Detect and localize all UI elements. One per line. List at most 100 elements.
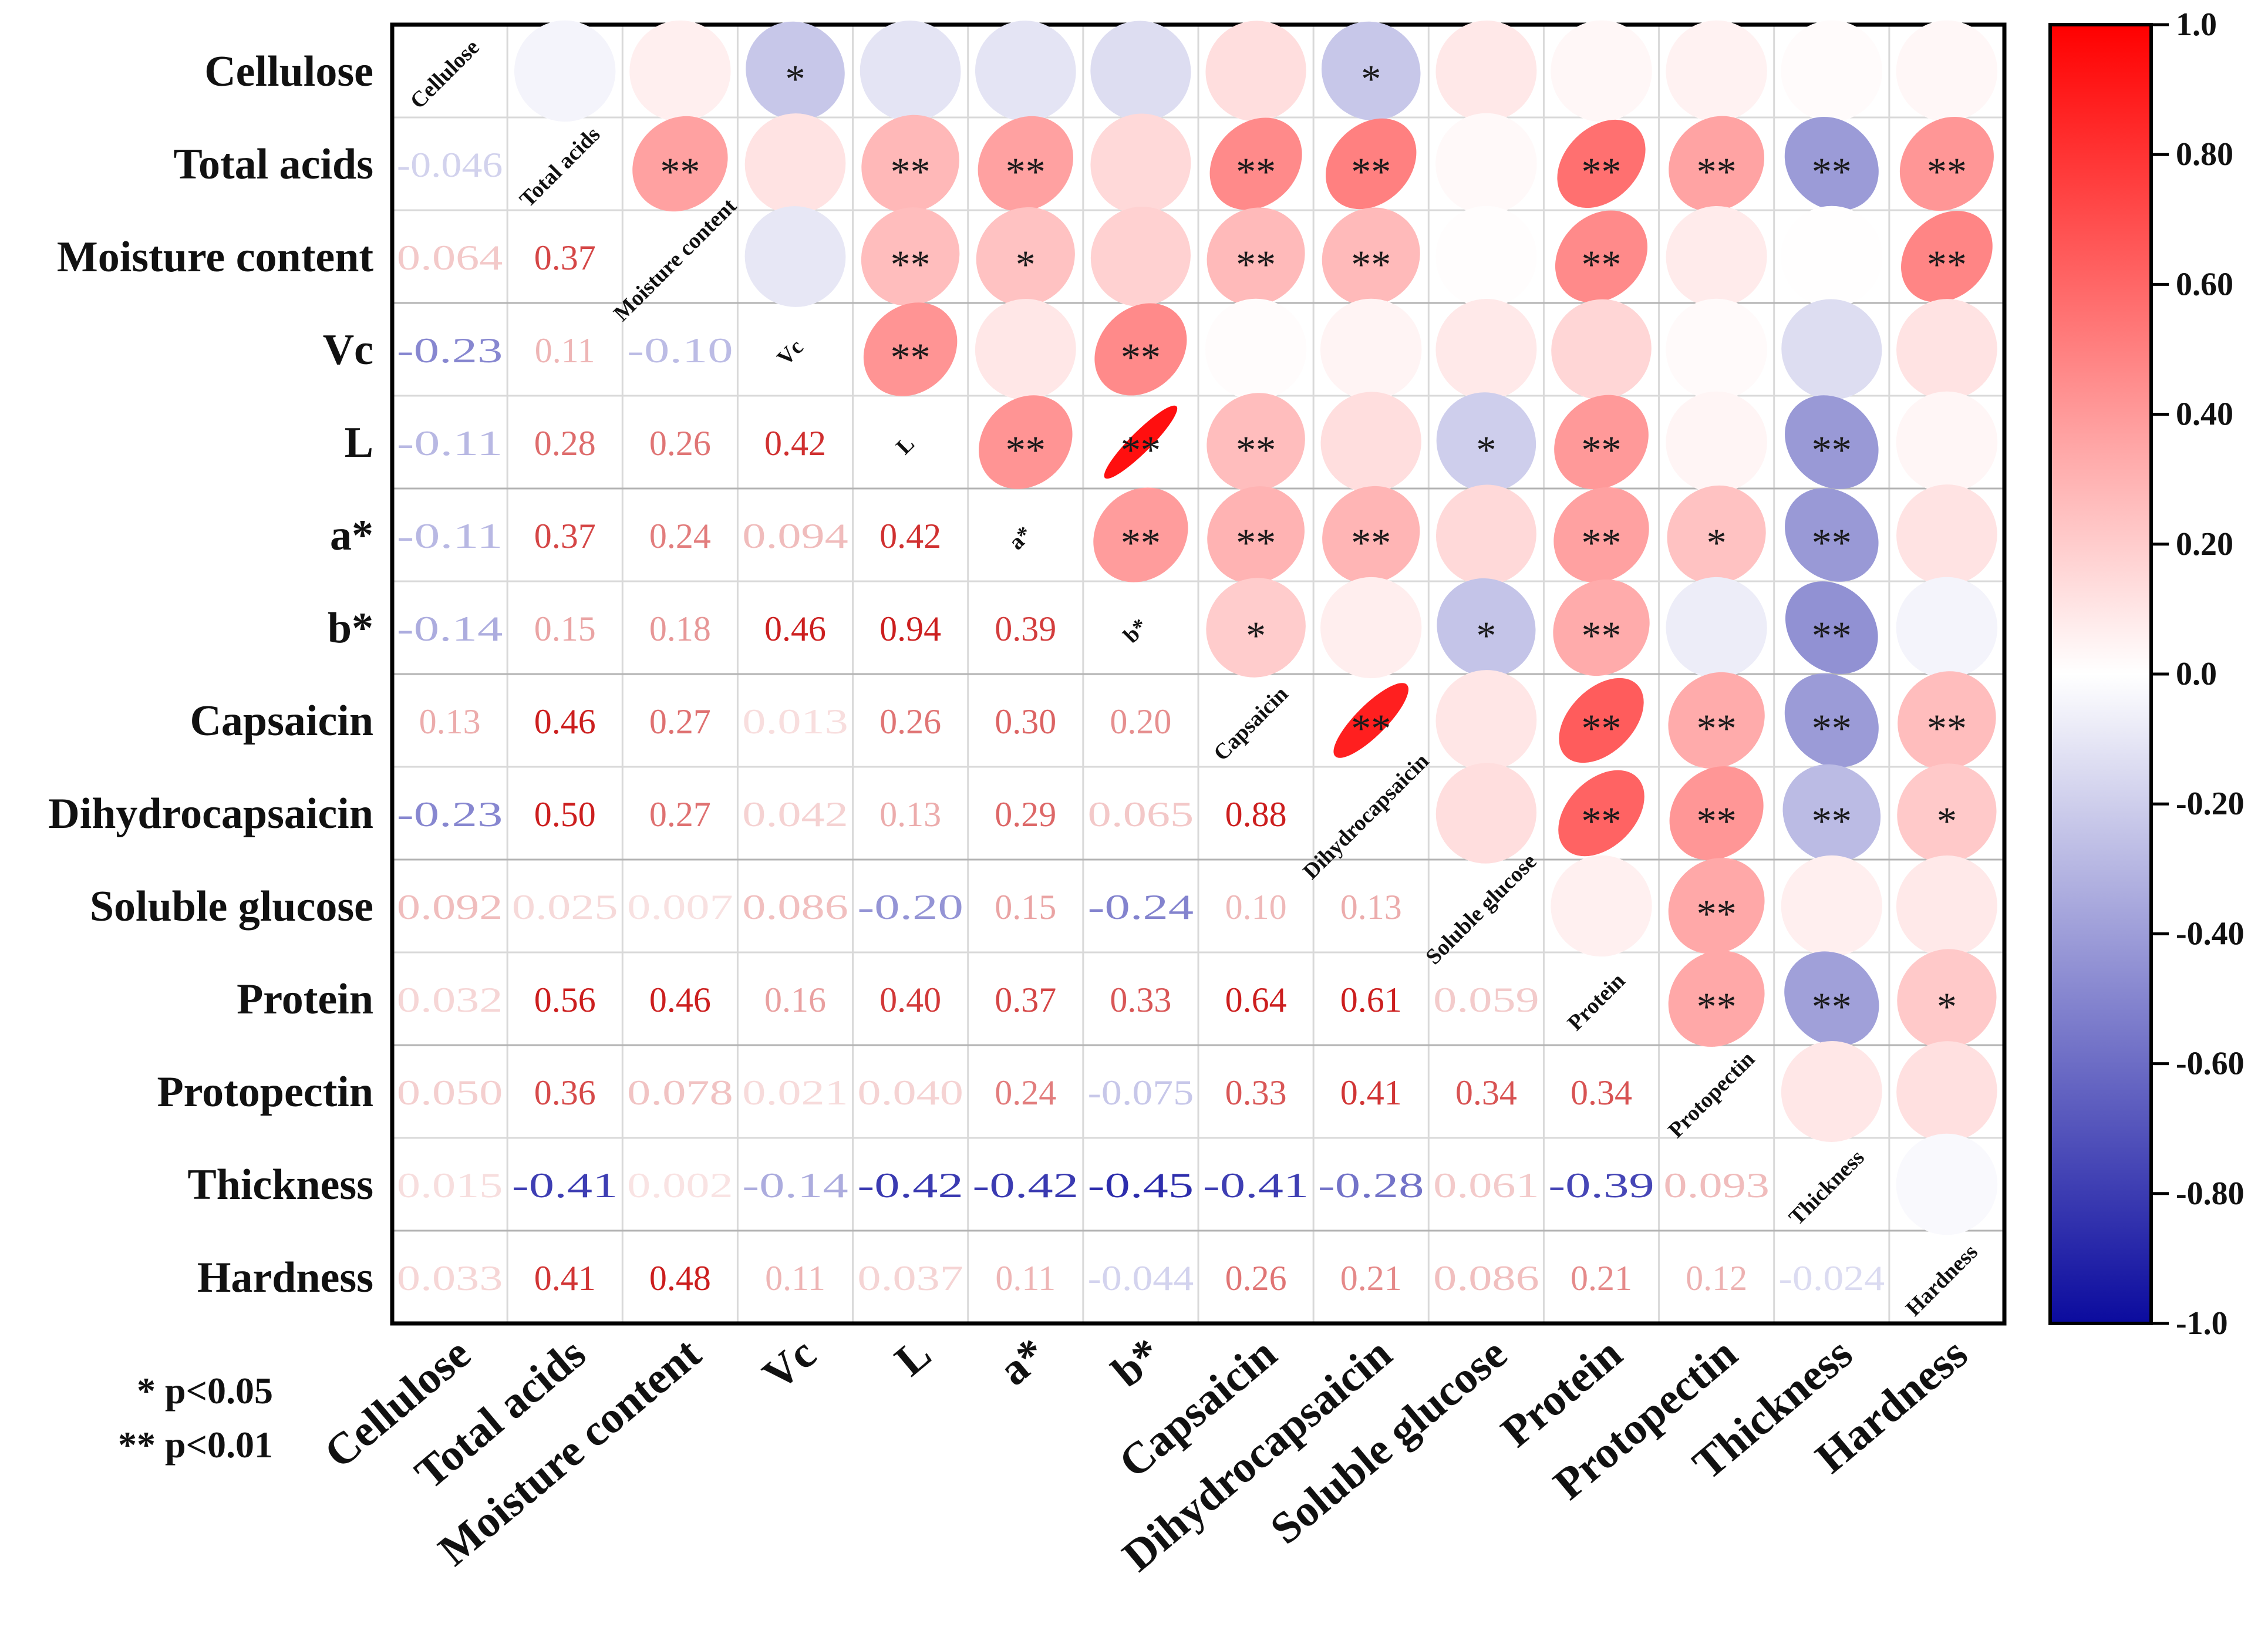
legend-p005: * p<0.05 (137, 1370, 273, 1412)
col-label-l: L (886, 1329, 941, 1386)
corr-ellipse-moisture-content-protopectin (1666, 206, 1767, 308)
corr-ellipse-total-acids-l (861, 114, 959, 213)
corr-ellipse-l-thickness (1785, 395, 1879, 489)
row-label-protopectin: Protopectin (157, 1068, 373, 1116)
corr-value-protopectin-l: 0.040 (857, 1073, 963, 1112)
sig-marker-capsaicin-thickness: ** (1812, 706, 1852, 750)
corr-ellipse-cellulose-dihydrocapsaicin (1321, 21, 1421, 121)
corr-value-soluble-glucose-cellulose: 0.092 (397, 888, 503, 927)
row-label-vc: Vc (323, 326, 373, 374)
colorbar-tick-label: 0.20 (2176, 526, 2233, 562)
corr-ellipse-b-star-dihydrocapsaicin (1320, 577, 1422, 679)
corr-ellipse-cellulose-thickness (1781, 20, 1883, 122)
corr-value-soluble-glucose-a-star: 0.15 (995, 888, 1056, 927)
corr-value-dihydrocapsaicin-moisture-content: 0.27 (649, 795, 711, 834)
sig-marker-total-acids-protopectin: ** (1697, 149, 1737, 194)
colorbar-rect (2048, 23, 2153, 1325)
corr-value-hardness-dihydrocapsaicin: 0.21 (1340, 1259, 1402, 1298)
corr-value-thickness-moisture-content: 0.002 (627, 1166, 733, 1205)
corr-value-thickness-a-star: -0.42 (973, 1166, 1079, 1205)
sig-marker-moisture-content-capsaicin: ** (1236, 242, 1276, 287)
corr-value-soluble-glucose-dihydrocapsaicin: 0.13 (1340, 888, 1402, 927)
diagonal-label-l: L (891, 432, 919, 460)
cells-layer: Cellulose * *-0.046 Total acids ** ** ** ** ** **… (397, 20, 1998, 1321)
row-label-cellulose: Cellulose (204, 48, 373, 96)
sig-marker-capsaicin-hardness: ** (1927, 706, 1967, 750)
corr-ellipse-b-star-protopectin (1666, 577, 1767, 679)
corr-ellipse-a-star-protopectin (1667, 485, 1766, 585)
corr-value-capsaicin-total-acids: 0.46 (534, 702, 596, 741)
corr-ellipse-capsaicin-hardness (1898, 671, 1996, 770)
sig-marker-cellulose-vc: * (786, 56, 806, 101)
corr-value-protein-moisture-content: 0.46 (649, 981, 711, 1019)
corr-ellipse-capsaicin-dihydrocapsaicin (1333, 683, 1408, 758)
corr-value-protopectin-dihydrocapsaicin: 0.41 (1340, 1073, 1402, 1112)
sig-marker-vc-b-star: ** (1121, 335, 1161, 379)
row-label-moisture-content: Moisture content (57, 233, 373, 281)
corr-value-protopectin-b-star: -0.075 (1088, 1073, 1194, 1112)
diagonal-label-capsaicin: Capsaicin (1209, 682, 1293, 766)
corr-value-hardness-b-star: -0.044 (1088, 1259, 1194, 1298)
sig-marker-protein-thickness: ** (1812, 984, 1852, 1029)
corr-value-protein-b-star: 0.33 (1110, 981, 1171, 1019)
sig-marker-capsaicin-protein: ** (1582, 706, 1622, 750)
corr-value-moisture-content-cellulose: 0.064 (397, 238, 503, 277)
corr-value-capsaicin-cellulose: 0.13 (419, 702, 481, 741)
corr-ellipse-dihydrocapsaicin-hardness (1897, 763, 1997, 863)
corr-value-capsaicin-moisture-content: 0.27 (649, 702, 711, 741)
sig-marker-cellulose-dihydrocapsaicin: * (1361, 56, 1381, 101)
corr-value-protopectin-cellulose: 0.050 (397, 1073, 503, 1112)
corr-value-dihydrocapsaicin-capsaicin: 0.88 (1225, 795, 1287, 834)
corr-ellipse-total-acids-dihydrocapsaicin (1325, 118, 1417, 210)
diagonal-label-hardness: Hardness (1901, 1239, 1983, 1321)
corr-value-hardness-total-acids: 0.41 (534, 1259, 596, 1298)
corr-value-b-star-moisture-content: 0.18 (649, 609, 711, 648)
corr-ellipse-a-star-soluble-glucose (1435, 484, 1536, 585)
corr-ellipse-cellulose-soluble-glucose (1435, 21, 1537, 122)
corr-value-thickness-b-star: -0.45 (1088, 1166, 1194, 1205)
plot-border (390, 22, 2007, 1326)
corr-value-total-acids-cellulose: -0.046 (397, 146, 503, 184)
sig-marker-l-soluble-glucose: * (1476, 427, 1496, 472)
corr-ellipse-vc-protein (1551, 299, 1652, 400)
corr-ellipse-soluble-glucose-protein (1551, 855, 1652, 957)
corr-ellipse-capsaicin-thickness (1784, 673, 1879, 768)
corr-value-dihydrocapsaicin-total-acids: 0.50 (534, 795, 596, 834)
corr-ellipse-vc-l (863, 302, 958, 396)
corr-ellipse-b-star-protein (1553, 579, 1650, 676)
corr-ellipse-cellulose-moisture-content (629, 20, 731, 122)
sig-marker-l-b-star: ** (1121, 427, 1161, 472)
colorbar-tick-label: -0.60 (2176, 1046, 2245, 1082)
sig-marker-moisture-content-protein: ** (1582, 242, 1622, 287)
sig-marker-l-thickness: ** (1812, 427, 1852, 472)
sig-marker-a-star-dihydrocapsaicin: ** (1351, 520, 1391, 565)
row-label-l: L (345, 419, 373, 467)
corr-value-hardness-cellulose: 0.033 (397, 1259, 503, 1298)
legend-layer: * p<0.05 ** p<0.01 (118, 1370, 273, 1466)
corr-ellipse-total-acids-thickness (1784, 116, 1879, 211)
corr-value-b-star-l: 0.94 (879, 609, 941, 648)
corr-ellipse-a-star-thickness (1785, 488, 1879, 582)
corr-ellipse-l-dihydrocapsaicin (1320, 392, 1421, 493)
corr-ellipse-protein-protopectin (1668, 951, 1765, 1047)
corr-ellipse-moisture-content-b-star (1090, 206, 1191, 307)
colorbar-tick-label: -0.20 (2176, 786, 2245, 822)
corr-ellipse-cellulose-hardness (1896, 20, 1998, 122)
corr-value-protopectin-protein: 0.34 (1571, 1073, 1632, 1112)
sig-marker-dihydrocapsaicin-protopectin: ** (1697, 799, 1737, 843)
corr-value-protein-capsaicin: 0.64 (1225, 981, 1287, 1019)
row-label-soluble-glucose: Soluble glucose (90, 882, 373, 931)
sig-marker-dihydrocapsaicin-hardness: * (1937, 799, 1957, 843)
corr-ellipse-l-soluble-glucose (1436, 392, 1536, 492)
corr-ellipse-dihydrocapsaicin-protein (1558, 770, 1644, 857)
corr-ellipse-cellulose-protopectin (1666, 20, 1767, 122)
colorbar-tick-label: 0.60 (2176, 266, 2233, 302)
corr-value-protein-dihydrocapsaicin: 0.61 (1340, 981, 1402, 1019)
sig-marker-l-a-star: ** (1006, 427, 1046, 472)
corr-ellipse-a-star-dihydrocapsaicin (1322, 486, 1420, 584)
corr-value-thickness-soluble-glucose: 0.061 (1433, 1166, 1539, 1205)
corr-value-a-star-cellulose: -0.11 (397, 517, 503, 555)
corr-ellipse-total-acids-protein (1557, 119, 1646, 208)
corr-value-hardness-l: 0.037 (857, 1259, 963, 1298)
corr-ellipse-soluble-glucose-hardness (1896, 855, 1997, 957)
